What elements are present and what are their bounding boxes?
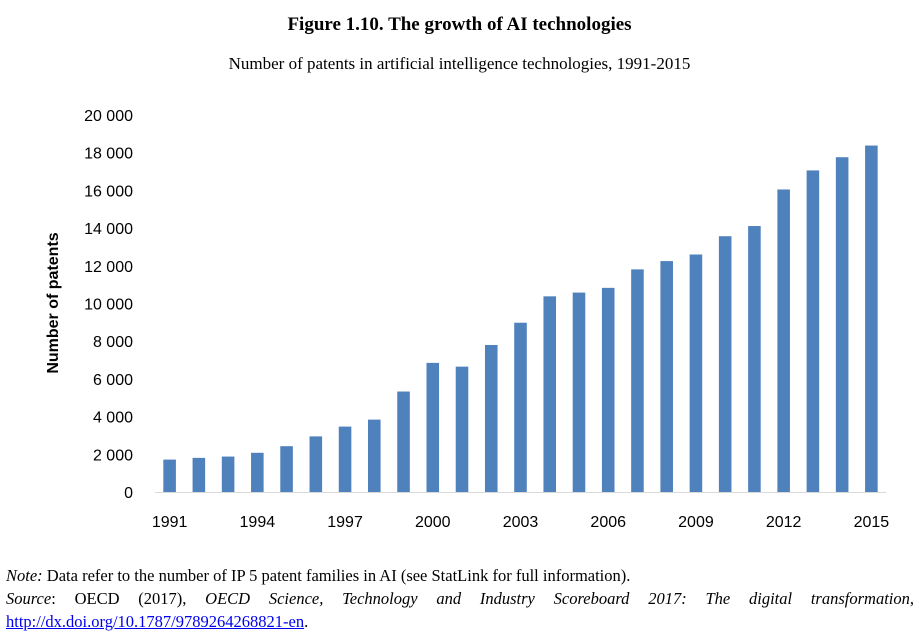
x-tick-label: 2000 xyxy=(415,514,451,531)
y-tick-label: 8 000 xyxy=(93,334,133,351)
y-tick-label: 10 000 xyxy=(84,297,133,314)
figure-notes: Note: Data refer to the number of IP 5 p… xyxy=(6,564,914,633)
y-tick-label: 4 000 xyxy=(93,410,133,427)
bar-2008 xyxy=(660,261,673,492)
source-separator: , xyxy=(909,589,914,608)
bar-1992 xyxy=(192,457,206,492)
y-tick-label: 0 xyxy=(124,485,133,502)
bar-2004 xyxy=(543,296,557,492)
y-tick-label: 14 000 xyxy=(84,221,133,238)
x-tick-label: 2009 xyxy=(678,514,714,531)
bar-2009 xyxy=(689,254,703,492)
bar-1991 xyxy=(163,459,176,492)
note-text: Data refer to the number of IP 5 patent … xyxy=(42,566,631,585)
note-label: Note: xyxy=(6,566,43,585)
source-end: . xyxy=(304,612,309,631)
bar-1993 xyxy=(221,456,235,492)
bar-1996 xyxy=(309,436,323,492)
y-tick-label: 18 000 xyxy=(84,146,133,163)
bar-2011 xyxy=(748,226,761,492)
bar-2003 xyxy=(514,322,527,492)
source-text: : OECD (2017), xyxy=(51,589,206,608)
bar-2006 xyxy=(601,287,615,492)
bar-2013 xyxy=(806,170,820,493)
bar-2001 xyxy=(455,366,469,492)
x-tick-label: 2012 xyxy=(766,514,802,531)
bar-1995 xyxy=(280,446,293,492)
source-publication-title: OECD Science, Technology and Industry Sc… xyxy=(205,589,910,608)
bar-2015 xyxy=(865,145,878,493)
x-tick-label: 1994 xyxy=(240,514,276,531)
bar-2007 xyxy=(631,269,644,492)
x-tick-label: 2015 xyxy=(854,514,890,531)
figure-title: Figure 1.10. The growth of AI technologi… xyxy=(287,14,632,35)
x-axis-ticks: 1991 1994 1997 2000 2003 2006 2009 2012 2015 xyxy=(152,514,889,531)
bar-1994 xyxy=(251,452,264,492)
bar-1998 xyxy=(368,419,381,492)
y-tick-label: 2 000 xyxy=(93,447,133,464)
bar-1999 xyxy=(397,391,410,492)
source-label: Source xyxy=(6,589,52,608)
bar-2012 xyxy=(777,189,790,492)
x-tick-label: 2003 xyxy=(503,514,539,531)
bar-2014 xyxy=(835,157,849,492)
bar-2010 xyxy=(718,236,732,492)
x-tick-label: 1991 xyxy=(152,514,188,531)
y-axis-label: Number of patents xyxy=(45,232,62,373)
figure-subtitle: Number of patents in artificial intellig… xyxy=(228,54,691,73)
y-tick-label: 12 000 xyxy=(84,259,133,276)
y-tick-label: 6 000 xyxy=(93,372,133,389)
bar-1997 xyxy=(338,426,352,492)
bar-2005 xyxy=(572,292,586,492)
x-tick-label: 1997 xyxy=(327,514,363,531)
doi-link[interactable]: http://dx.doi.org/10.1787/9789264268821-… xyxy=(6,612,305,631)
bars xyxy=(163,145,878,493)
y-axis-ticks: 0 2 000 4 000 6 000 8 000 10 000 12 000 14 000 1… xyxy=(84,108,133,502)
y-tick-label: 16 000 xyxy=(84,183,133,200)
bar-chart: 0 2 000 4 000 6 000 8 000 10 000 12 000 14 000 1… xyxy=(45,108,889,531)
bar-2002 xyxy=(484,344,498,492)
x-tick-label: 2006 xyxy=(590,514,626,531)
bar-2000 xyxy=(426,362,440,492)
y-tick-label: 20 000 xyxy=(84,108,133,125)
